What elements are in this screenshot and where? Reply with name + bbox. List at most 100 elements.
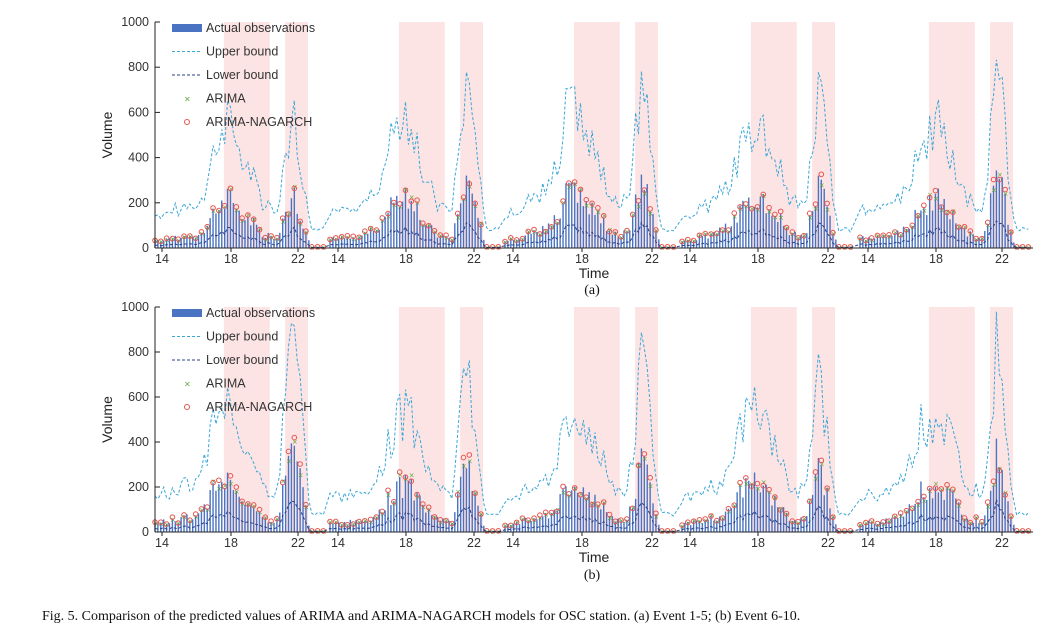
- legend-label: Upper bound: [206, 45, 278, 59]
- arima-point: ×: [1008, 228, 1014, 236]
- arima-point: ×: [549, 224, 555, 232]
- arima-point: ×: [228, 186, 234, 194]
- nagarch-point: [396, 469, 403, 475]
- nagarch-point: [868, 235, 875, 241]
- nagarch-point: [880, 232, 887, 239]
- arima-point: ×: [685, 520, 691, 528]
- nagarch-point: [685, 519, 691, 525]
- nagarch-point: [950, 209, 956, 216]
- arima-point: ×: [438, 232, 444, 240]
- x-tick-label: 18: [751, 536, 765, 550]
- nagarch-point: [647, 474, 653, 481]
- nagarch-point: [256, 506, 263, 513]
- arima-point: ×: [761, 478, 767, 486]
- nagarch-point: [466, 180, 473, 187]
- nagarch-point: [233, 484, 240, 490]
- nagarch-point: [420, 220, 426, 227]
- arima-point: ×: [193, 513, 199, 521]
- arima-point: ×: [374, 514, 380, 522]
- legend-swatch-nagarch: [184, 119, 190, 125]
- nagarch-point: [431, 514, 438, 520]
- panel-label: (b): [584, 568, 601, 583]
- arima-point: ×: [199, 507, 205, 515]
- arima-point: ×: [916, 212, 922, 220]
- arima-point: ×: [875, 232, 881, 240]
- arima-point: ×: [170, 516, 176, 524]
- nagarch-point: [425, 504, 432, 511]
- arima-point: ×: [956, 502, 962, 510]
- nagarch-point: [1019, 243, 1026, 250]
- arima-point: ×: [653, 513, 659, 521]
- nagarch-point: [245, 212, 251, 218]
- nagarch-point: [589, 200, 595, 207]
- x-tick-label: 22: [995, 252, 1009, 266]
- arima-point: ×: [566, 183, 572, 191]
- arima-point: ×: [904, 508, 910, 516]
- nagarch-point: [525, 228, 532, 235]
- nagarch-point: [443, 232, 449, 238]
- arima-point: ×: [778, 505, 784, 513]
- arima-point: ×: [985, 503, 991, 511]
- nagarch-point: [408, 198, 415, 205]
- nagarch-point: [338, 234, 345, 240]
- arima-point: ×: [825, 486, 831, 494]
- x-tick-label: 22: [995, 536, 1009, 550]
- nagarch-point: [297, 218, 303, 225]
- arima-point: ×: [796, 234, 802, 242]
- x-tick-label: 18: [399, 252, 413, 266]
- event-band: [398, 307, 445, 532]
- nagarch-point: [967, 519, 974, 526]
- nagarch-point: [772, 211, 778, 218]
- arima-point: ×: [636, 462, 642, 470]
- nagarch-point: [385, 487, 391, 494]
- arima-point: ×: [386, 491, 392, 499]
- nagarch-point: [708, 513, 714, 519]
- nagarch-point: [314, 527, 321, 534]
- arima-point: ×: [887, 518, 893, 526]
- arima-point: ×: [714, 518, 720, 526]
- nagarch-point: [414, 491, 420, 498]
- legend-swatch-arima: ×: [184, 380, 191, 389]
- arima-point: ×: [997, 465, 1003, 473]
- nagarch-point: [760, 191, 767, 198]
- arima-point: ×: [979, 234, 985, 242]
- arima-point: ×: [630, 504, 636, 512]
- x-tick-label: 22: [291, 252, 305, 266]
- x-tick-label: 14: [331, 252, 345, 266]
- nagarch-point: [268, 518, 274, 524]
- arima-point: ×: [807, 497, 813, 505]
- nagarch-point: [696, 517, 703, 523]
- arima-point: ×: [743, 480, 749, 488]
- nagarch-point: [297, 461, 303, 467]
- arima-point: ×: [691, 237, 697, 245]
- x-tick-label: 22: [821, 252, 835, 266]
- arima-point: ×: [819, 461, 825, 469]
- y-tick-label: 800: [128, 60, 149, 74]
- arima-point: ×: [956, 223, 962, 231]
- nagarch-point: [926, 485, 933, 492]
- arima-point: ×: [691, 517, 697, 525]
- arima-point: ×: [251, 503, 257, 511]
- nagarch-point: [658, 243, 665, 250]
- y-tick-label: 400: [128, 151, 149, 165]
- nagarch-point: [830, 229, 836, 236]
- nagarch-point: [250, 216, 257, 223]
- arima-point: ×: [508, 235, 514, 243]
- legend: Actual observations Upper bound Lower boun…: [172, 21, 315, 129]
- arima-point: ×: [578, 186, 584, 194]
- arima-point: ×: [881, 233, 887, 241]
- arima-point: ×: [176, 520, 182, 528]
- y-tick-label: 600: [128, 105, 149, 119]
- arima-point: ×: [767, 208, 773, 216]
- arima-point: ×: [508, 522, 514, 530]
- legend-label: ARIMA-NAGARCH: [206, 400, 312, 414]
- nagarch-point: [408, 478, 415, 484]
- arima-point: ×: [362, 517, 368, 525]
- y-tick-label: 600: [128, 390, 149, 404]
- nagarch-point: [595, 501, 601, 507]
- arima-point: ×: [187, 233, 193, 241]
- arima-point: ×: [830, 513, 836, 521]
- arima-point: ×: [642, 190, 648, 198]
- panel-b: × × ×× ×× ××× ××× × ××× × ××××××××××× × ×× × × × × × × ×××…: [99, 300, 1033, 583]
- nagarch-point: [478, 511, 484, 517]
